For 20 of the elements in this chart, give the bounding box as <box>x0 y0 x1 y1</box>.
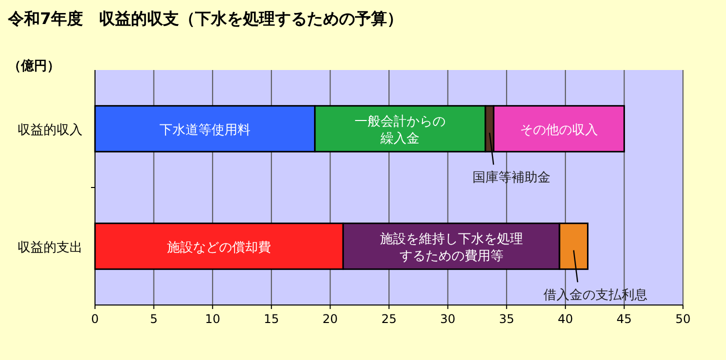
series-label: その他の収入 <box>520 122 598 138</box>
x-tick-label: 10 <box>204 312 220 326</box>
x-tick-label: 25 <box>381 312 397 326</box>
series-label: 施設などの償却費 <box>167 240 272 256</box>
y-axis-title: （億円） <box>8 58 60 74</box>
series-label: 一般会計からの繰入金 <box>354 114 446 146</box>
chart-title: 令和7年度 収益的収支（下水を処理するための予算） <box>7 9 404 28</box>
x-tick-label: 30 <box>440 312 456 326</box>
series-label: 下水道等使用料 <box>159 122 250 138</box>
x-tick-label: 5 <box>150 312 158 326</box>
x-tick-label: 50 <box>675 312 691 326</box>
x-tick-label: 40 <box>558 312 574 326</box>
y-tick-label: 収益的収入 <box>18 122 82 138</box>
series-label: 施設を維持し下水を処理するための費用等 <box>380 232 523 264</box>
y-tick-label: 収益的支出 <box>18 240 82 256</box>
x-tick-label: 45 <box>616 312 632 326</box>
x-tick-label: 35 <box>498 312 514 326</box>
x-tick-label: 20 <box>322 312 338 326</box>
x-tick-label: 15 <box>264 312 280 326</box>
x-tick-label: 0 <box>91 312 99 326</box>
